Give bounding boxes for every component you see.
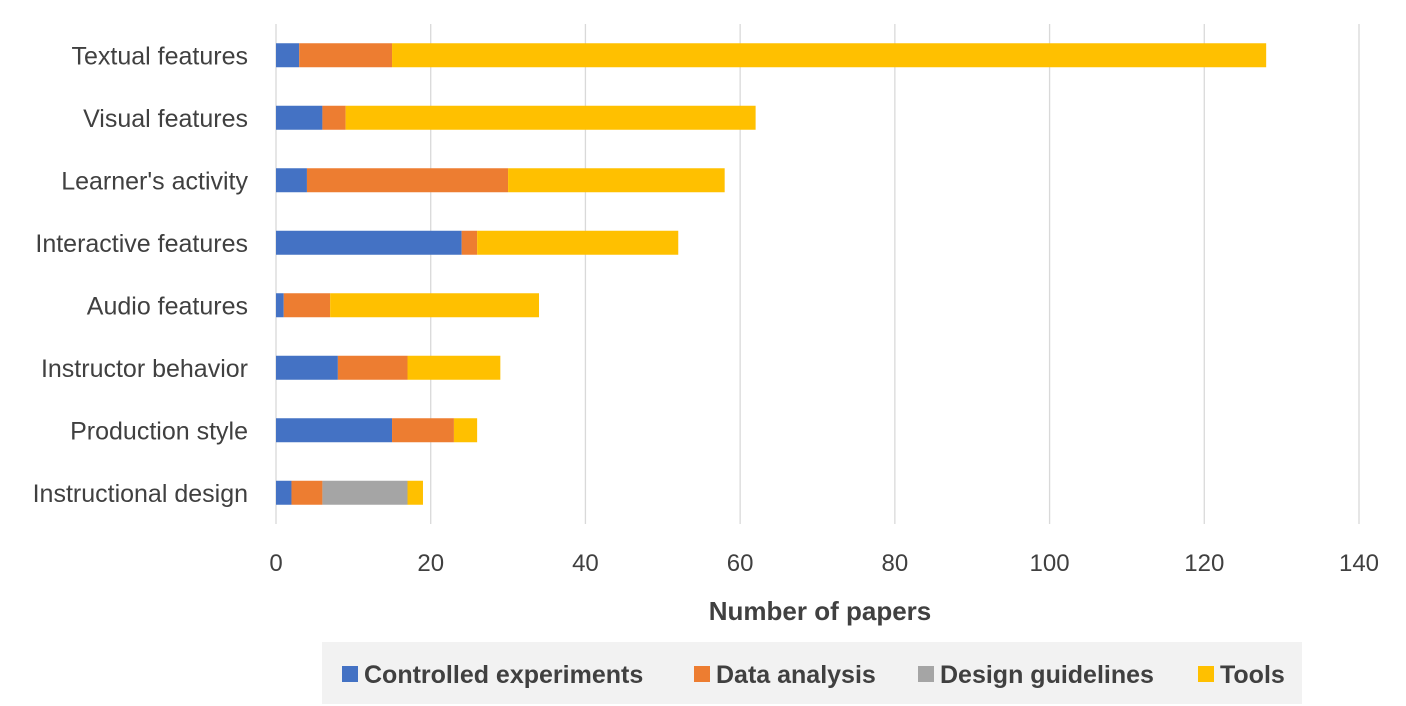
bar-segment xyxy=(276,293,284,318)
bar-segment xyxy=(322,480,408,505)
legend-label: Tools xyxy=(1220,661,1285,689)
category-label: Interactive features xyxy=(35,230,248,258)
x-tick-label: 0 xyxy=(269,550,282,577)
bars xyxy=(276,43,1267,505)
x-tick-label: 40 xyxy=(572,550,599,577)
gridlines xyxy=(275,24,1360,524)
legend-swatch xyxy=(1198,666,1214,682)
category-label: Audio features xyxy=(87,292,248,320)
x-tick-label: 80 xyxy=(882,550,909,577)
x-tick-label: 100 xyxy=(1030,550,1070,577)
legend-box xyxy=(322,642,1302,704)
x-tick-labels: 0 20 40 60 80 100 120 140 xyxy=(269,550,1379,577)
bar-segment xyxy=(392,43,1267,68)
bar-segment xyxy=(276,355,338,380)
category-label: Visual features xyxy=(83,105,248,133)
legend-swatch xyxy=(342,666,358,682)
bar-segment xyxy=(291,480,323,505)
x-axis-title: Number of papers xyxy=(709,596,932,626)
bar-segment xyxy=(407,355,501,380)
bar-segment xyxy=(392,418,454,443)
bar-segment xyxy=(306,168,509,193)
legend-label: Design guidelines xyxy=(940,661,1154,689)
legend-swatch xyxy=(918,666,934,682)
category-label: Production style xyxy=(70,417,248,445)
bar-segment xyxy=(276,168,307,193)
category-label: Learner's activity xyxy=(61,167,248,195)
category-label: Textual features xyxy=(72,42,249,70)
bar-segment xyxy=(330,293,540,318)
bar-segment xyxy=(407,480,423,505)
bar-segment xyxy=(276,418,393,443)
category-label: Instructor behavior xyxy=(41,355,248,383)
legend-swatch xyxy=(694,666,710,682)
category-label: Instructional design xyxy=(33,480,248,508)
legend-label: Data analysis xyxy=(716,661,876,689)
bar-segment xyxy=(299,43,393,68)
bar-segment xyxy=(461,230,478,255)
x-tick-label: 120 xyxy=(1184,550,1224,577)
bar-segment xyxy=(283,293,331,318)
bar-segment xyxy=(337,355,408,380)
bar-segment xyxy=(276,105,323,130)
bar-segment xyxy=(477,230,679,255)
legend: Controlled experiments Data analysis Desig… xyxy=(342,661,1285,689)
x-tick-label: 60 xyxy=(727,550,754,577)
bar-segment xyxy=(345,105,756,130)
legend-label: Controlled experiments xyxy=(364,661,643,689)
bar-segment xyxy=(453,418,478,443)
category-labels: Textual features Visual features Learner's… xyxy=(33,42,249,508)
bar-segment xyxy=(276,480,292,505)
bar-segment xyxy=(276,230,462,255)
bar-segment xyxy=(508,168,725,193)
bar-segment xyxy=(322,105,346,130)
bar-segment xyxy=(276,43,300,68)
x-tick-label: 20 xyxy=(417,550,444,577)
x-tick-label: 140 xyxy=(1339,550,1379,577)
